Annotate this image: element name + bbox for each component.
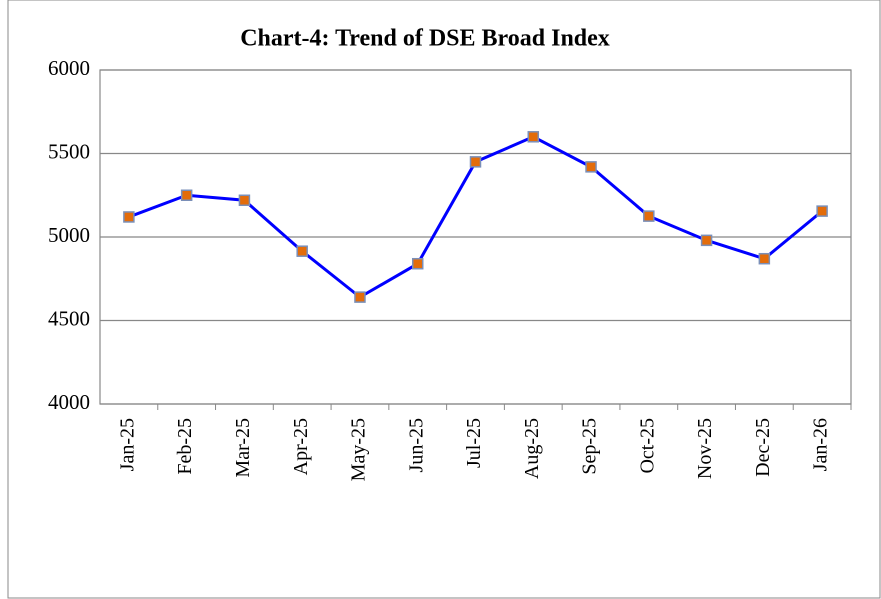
x-tick-label: Jul-25 (463, 418, 485, 468)
x-tick-label: Nov-25 (694, 418, 716, 479)
x-tick-label: May-25 (348, 418, 370, 481)
x-tick-label: Oct-25 (636, 418, 658, 474)
x-tick-label: Mar-25 (232, 418, 254, 478)
plot-area (99, 69, 852, 405)
x-tick-label: Apr-25 (290, 418, 312, 475)
x-tick-label: Jan-25 (116, 418, 138, 471)
y-tick-label: 5000 (48, 223, 90, 247)
point-marker (411, 257, 424, 270)
x-tick-label: Dec-25 (752, 418, 774, 477)
point-marker (816, 205, 828, 217)
x-tick-label: Aug-25 (521, 418, 543, 479)
y-tick-label: 4500 (48, 306, 90, 330)
chart-title: Chart-4: Trend of DSE Broad Index (240, 26, 610, 52)
point-marker (700, 234, 713, 247)
x-tick-label: Sep-25 (579, 418, 601, 475)
point-marker (123, 211, 135, 223)
y-tick-label: 6000 (48, 56, 90, 80)
chart-frame (7, 0, 881, 599)
point-marker (180, 189, 193, 201)
point-marker (354, 291, 366, 303)
point-marker (758, 252, 771, 265)
x-tick-label: Jun-25 (405, 418, 427, 472)
point-marker (469, 156, 482, 168)
point-marker (238, 194, 251, 207)
point-marker (296, 245, 308, 257)
point-marker (527, 131, 540, 143)
y-tick-label: 4000 (48, 390, 90, 414)
x-tick-label: Jan-26 (810, 418, 832, 471)
x-tick-label: Feb-25 (174, 418, 196, 475)
point-marker (643, 210, 655, 222)
y-tick-label: 5500 (48, 139, 90, 163)
point-marker (585, 161, 597, 173)
